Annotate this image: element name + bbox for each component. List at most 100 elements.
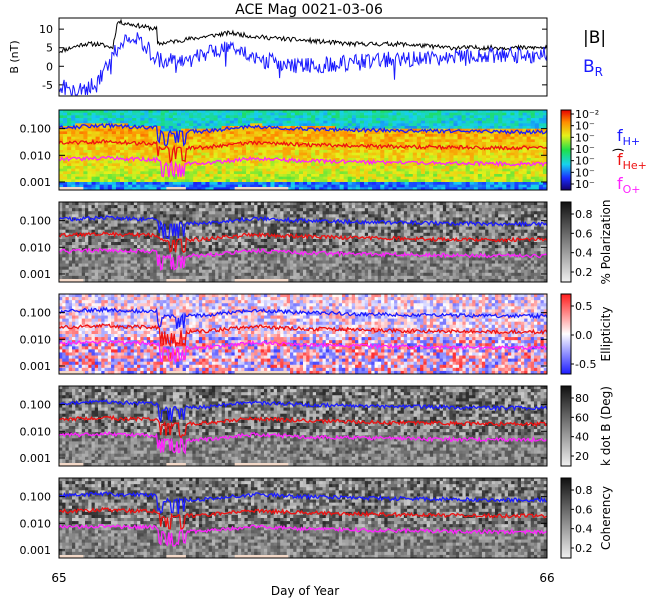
series-f-hplus-ellipticity xyxy=(58,306,548,329)
colorbar-tick-label: 0.6 xyxy=(575,227,593,240)
field-panel-border xyxy=(58,17,548,97)
freq-tick-label: 0.100 xyxy=(20,399,52,412)
colorbar-tick-label: 0.4 xyxy=(575,247,593,260)
gap-marker xyxy=(234,187,289,190)
heatmap-power xyxy=(59,110,548,191)
legend-f-oplus-base: f xyxy=(617,174,623,193)
series-f-heplus-ellipticity xyxy=(58,323,548,349)
series-f-oplus-ellipticity xyxy=(58,339,548,365)
gap-marker xyxy=(166,555,186,558)
legend-f-oplus-sub: O+ xyxy=(623,183,641,196)
colorbar-polarization xyxy=(560,201,572,283)
colorbar-label-ellipticity: Ellipticity xyxy=(599,307,613,362)
freq-tick-label: 0.001 xyxy=(20,544,52,557)
x-tick-start: 65 xyxy=(51,571,66,585)
colorbar-tick-label: 20 xyxy=(575,450,589,463)
colorbar-power xyxy=(560,109,572,191)
colorbar-label-polarization: % Polarization xyxy=(599,200,613,285)
colorbar-kdotb xyxy=(560,385,572,467)
legend-f-hplus: fH+ xyxy=(617,126,640,148)
colorbar-tick-label: 10⁻ xyxy=(575,166,595,179)
colorbar-ellipticity xyxy=(560,293,572,375)
series-f-heplus-power xyxy=(58,138,548,164)
freq-tick-label: 0.010 xyxy=(20,517,52,530)
gap-marker xyxy=(59,463,84,466)
freq-tick-label: 0.010 xyxy=(20,149,52,162)
legend-f-hplus-sub: H+ xyxy=(623,135,641,148)
x-tick-end: 66 xyxy=(539,571,554,585)
legend-f-oplus: fO+ xyxy=(617,174,641,196)
series-f-hplus-coherency xyxy=(59,491,548,515)
gap-marker xyxy=(59,371,84,374)
freq-tick-label: 0.010 xyxy=(20,425,52,438)
gap-marker xyxy=(234,371,289,374)
panel-frame-ellipticity xyxy=(58,293,548,375)
freq-tick-label: 0.001 xyxy=(20,360,52,373)
series-f-hplus-polarization xyxy=(58,215,548,240)
series-f-oplus-power xyxy=(58,155,548,178)
colorbar-tick-label: 10⁻ xyxy=(575,178,595,191)
legend-f-heplus-sub: He+ xyxy=(623,159,647,172)
field-ylabel: B (nT) xyxy=(8,40,21,73)
colorbar-tick-label: 40 xyxy=(575,431,589,444)
freq-tick-label: 0.100 xyxy=(20,215,52,228)
colorbar-tick-label: 0.6 xyxy=(575,503,593,516)
gap-marker xyxy=(166,463,186,466)
colorbar-tick-label: 10⁻² xyxy=(575,108,599,121)
gap-marker xyxy=(59,555,84,558)
heatmap-ellipticity xyxy=(59,294,548,375)
spectrogram-panels: 0.1000.0100.00110⁻²10⁻10⁻10⁻10⁻10⁻10⁻)0.… xyxy=(20,108,626,559)
series-f-hplus-kdotb xyxy=(58,399,548,422)
figure-title: ACE Mag 0021-03-06 xyxy=(235,2,383,18)
panel-frame-polarization xyxy=(58,201,548,283)
field-panel-frame xyxy=(58,17,548,97)
panel-frame-kdotb xyxy=(58,385,548,467)
colorbar-coherency xyxy=(560,477,572,559)
colorbar-tick-label: 80 xyxy=(575,392,589,405)
field-ytick-label: -5 xyxy=(42,79,53,92)
field-legend: |B| BR xyxy=(583,28,606,79)
series-radial-field xyxy=(58,32,548,96)
panel-polarization: 0.100 0.010 0.001 0.8 0.6 0.4 0.2 % Polarizatio… xyxy=(20,200,614,285)
field-ytick-label: 5 xyxy=(46,42,53,55)
colorbar-tick-label: 60 xyxy=(575,411,589,424)
heatmap-coherency xyxy=(59,478,548,559)
gap-marker xyxy=(59,279,84,282)
colorbar-tick-label: 10⁻ xyxy=(575,120,595,133)
series-f-heplus-coherency xyxy=(58,506,548,530)
legend-radial-sub: R xyxy=(595,65,603,79)
legend-f-heplus: fHe+ xyxy=(617,150,647,172)
series-f-oplus-coherency xyxy=(58,523,548,547)
gap-marker xyxy=(234,279,289,282)
heatmap-kdotb xyxy=(59,386,548,467)
freq-tick-label: 0.100 xyxy=(20,123,52,136)
series-f-oplus-kdotb xyxy=(58,431,548,455)
panel-coherency: 0.100 0.010 0.001 0.8 0.6 0.4 0.2 Coherency xyxy=(20,477,613,559)
colorbar-tick-label: 0.8 xyxy=(575,208,593,221)
colorbar-label-coherency: Coherency xyxy=(599,486,613,550)
colorbar-tick-label: 0.8 xyxy=(575,484,593,497)
gap-marker xyxy=(234,463,289,466)
panel-frame-power xyxy=(58,109,548,191)
legend-total-field: |B| xyxy=(583,28,606,48)
legend-f-heplus-base: f xyxy=(617,150,623,169)
field-ytick-label: 0 xyxy=(46,60,53,73)
gap-marker xyxy=(234,555,289,558)
heatmap-polarization xyxy=(59,202,548,283)
colorbar-tick-label: 0.2 xyxy=(575,266,593,279)
gyro-legend: fH+ fHe+ fO+ xyxy=(617,126,647,196)
series-f-heplus-polarization xyxy=(58,231,548,254)
gap-marker xyxy=(166,371,186,374)
x-axis-label: Day of Year xyxy=(271,584,339,598)
panel-kdotb: 0.100 0.010 0.001 80 60 40 20 k dot B (Deg) xyxy=(20,385,613,467)
freq-tick-label: 0.001 xyxy=(20,268,52,281)
colorbar-label-power: ) xyxy=(611,148,625,153)
freq-tick-label: 0.100 xyxy=(20,307,52,320)
freq-tick-label: 0.100 xyxy=(20,491,52,504)
legend-radial-base: B xyxy=(583,57,595,77)
colorbar-tick-label: 0.5 xyxy=(575,300,593,313)
colorbar-tick-label: 0.0 xyxy=(575,329,593,342)
gap-marker xyxy=(166,187,186,190)
